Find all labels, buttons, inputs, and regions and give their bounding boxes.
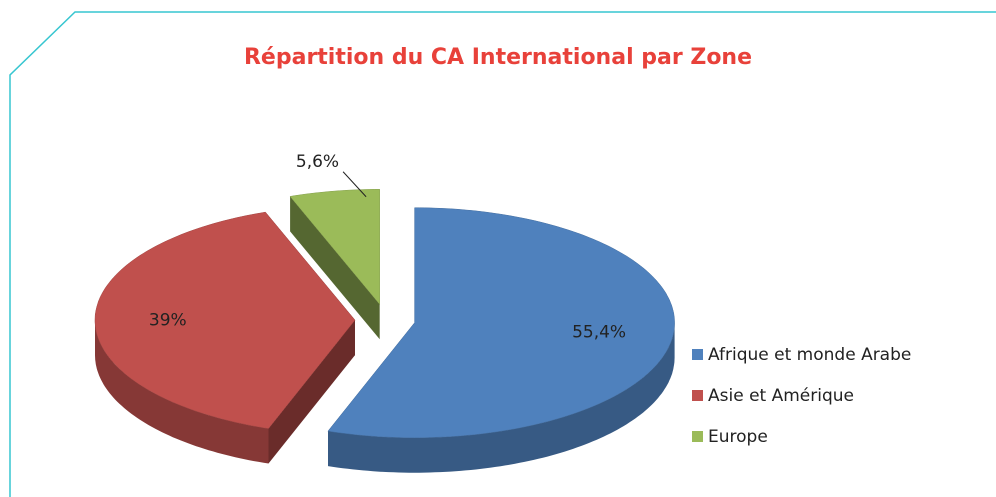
frame bbox=[9, 11, 996, 497]
legend-swatch bbox=[692, 349, 703, 360]
slice bbox=[94, 211, 356, 429]
data-label: 5,6% bbox=[296, 152, 339, 172]
slice-side bbox=[268, 320, 355, 464]
leader-line bbox=[342, 171, 367, 198]
legend-swatch bbox=[692, 431, 703, 442]
data-label: 55,4% bbox=[572, 322, 626, 342]
chart-title: Répartition du CA International par Zone bbox=[244, 45, 752, 70]
slice-wall bbox=[95, 320, 269, 464]
slice-wall bbox=[328, 322, 675, 473]
slice bbox=[289, 189, 380, 305]
legend-swatch bbox=[692, 390, 703, 401]
legend-label: Europe bbox=[708, 427, 768, 447]
legend-label: Asie et Amérique bbox=[708, 386, 854, 406]
slice bbox=[327, 207, 675, 438]
legend-label: Afrique et monde Arabe bbox=[708, 345, 911, 365]
data-label: 39% bbox=[149, 310, 187, 330]
slice-side bbox=[290, 196, 380, 340]
